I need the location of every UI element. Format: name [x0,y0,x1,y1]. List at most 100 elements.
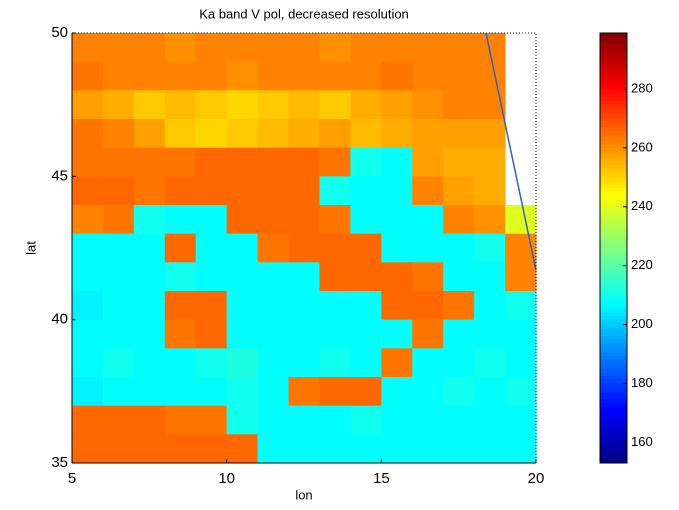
cell [102,61,135,91]
cell [288,348,320,378]
cell [164,434,197,464]
colorbar-step [600,308,627,313]
cell [381,434,413,464]
cell [443,119,475,149]
cell [133,90,166,120]
cell [257,61,290,91]
colorbar-step [600,100,627,105]
cell [443,405,475,435]
colorbar-step [600,43,627,47]
cell [257,233,290,263]
x-tick-label: 10 [218,470,235,487]
colorbar-step [600,375,627,380]
colorbar-step [600,133,627,138]
cell [381,205,413,235]
cell [350,291,382,321]
cell [381,262,413,292]
cell [164,147,197,177]
colorbar-step [600,53,627,58]
cell [133,405,166,435]
cell [133,205,166,235]
cell [102,176,135,206]
colorbar-step [600,409,627,414]
colorbar-step [600,412,627,417]
colorbar-step [600,358,627,363]
colorbar-step [600,211,627,215]
cell [350,319,382,349]
cell [381,176,413,206]
cell [195,176,228,206]
colorbar-step [600,345,627,350]
cell [381,377,413,407]
cell [72,33,104,63]
cell [319,33,351,63]
cell [72,405,104,435]
cell [443,291,475,321]
cell [350,348,382,378]
colorbar-step [600,224,627,229]
colorbar-step [600,207,627,212]
colorbar-step [600,301,627,306]
colorbar-step [600,59,627,64]
cell [319,233,351,263]
cell [164,119,197,149]
cell [319,405,351,435]
chart-title: Ka band V pol, decreased resolution [199,6,409,21]
colorbar-step [600,116,627,121]
cell [288,405,320,435]
cell [350,405,382,435]
cell [381,119,413,149]
colorbar-step [600,123,627,128]
cell [474,176,506,206]
colorbar-step [600,93,627,98]
cell [164,176,197,206]
cell [257,176,290,206]
y-tick-label: 50 [51,24,68,41]
y-tick-label: 35 [51,454,68,471]
colorbar: 160 180 200 220 240 260 280 [599,32,653,464]
colorbar-step [600,399,627,404]
cell [412,176,444,206]
colorbar-step [600,251,627,256]
colorbar-step [600,130,627,135]
cell [226,61,259,91]
colorbar-step [600,335,627,340]
colorbar-step [600,177,627,182]
cell [195,61,228,91]
cell [412,319,444,349]
cell [133,147,166,177]
cell [102,291,135,321]
cell [319,61,351,91]
cell [474,33,506,63]
cell [102,33,135,63]
cell [257,147,290,177]
colorbar-step [600,419,627,424]
cell [164,262,197,292]
x-tick-label: 5 [68,470,76,487]
cell [381,233,413,263]
cell [381,147,413,177]
colorbar-step [600,389,627,393]
cell [412,119,444,149]
colorbar-step [600,33,627,37]
cell [257,262,290,292]
cell [412,233,444,263]
cell [102,377,135,407]
colorbar-step [600,184,627,189]
heatmap [72,33,537,464]
colorbar-step [600,157,627,162]
cell [195,119,228,149]
cell [72,348,104,378]
cell [133,291,166,321]
cell [474,262,506,292]
cell [319,176,351,206]
cell [102,434,135,464]
cell [381,405,413,435]
colorbar-step [600,362,627,367]
colorbar-step [600,352,627,356]
colorbar-step [600,248,627,252]
colorbar-step [600,439,627,444]
cell [195,377,228,407]
cell [350,147,382,177]
cell [381,291,413,321]
